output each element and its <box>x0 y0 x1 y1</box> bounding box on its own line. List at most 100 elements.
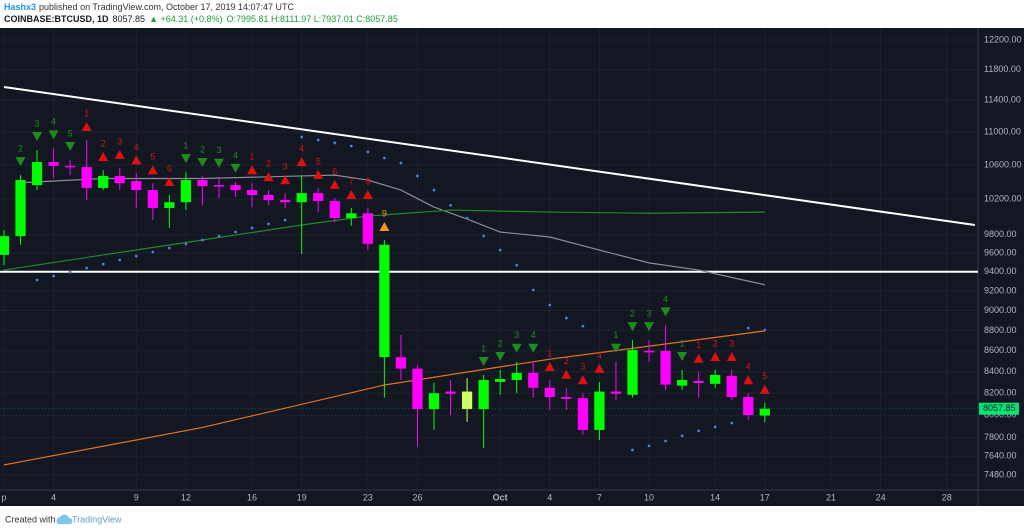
candle-body <box>147 190 158 208</box>
td-marker <box>65 142 76 152</box>
td-label: 7 <box>349 176 354 186</box>
td-label: 3 <box>647 308 652 318</box>
sar-dot <box>349 144 353 148</box>
sar-dot <box>498 248 502 252</box>
td-label: 8 <box>365 176 370 186</box>
candle-body <box>180 180 192 203</box>
sar-dot <box>465 216 469 220</box>
td-marker <box>213 158 224 168</box>
symbol: COINBASE:BTCUSD, 1D <box>4 14 109 24</box>
candle-body <box>676 379 688 386</box>
sar-dot <box>217 234 221 238</box>
candle-body <box>98 175 109 188</box>
td-marker <box>577 375 588 385</box>
candle-body <box>561 397 572 399</box>
x-tick-label: 14 <box>710 492 720 502</box>
td-label: 3 <box>729 338 734 348</box>
y-tick-label: 9600.00 <box>984 247 1017 257</box>
td-label: 9 <box>382 208 387 218</box>
y-tick-label: 10200.00 <box>984 194 1022 204</box>
td-label: 4 <box>746 362 751 372</box>
candle-body <box>445 391 456 394</box>
candle-body <box>379 244 390 358</box>
sar-dot <box>52 274 55 278</box>
td-marker <box>677 351 688 361</box>
td-marker <box>726 351 737 361</box>
x-tick-label: 16 <box>247 492 257 502</box>
y-tick-label: 11800.00 <box>984 64 1021 74</box>
y-tick-label: 7480.00 <box>984 469 1017 479</box>
td-marker <box>544 361 555 371</box>
td-marker <box>48 130 59 140</box>
x-tick-label: 24 <box>876 492 886 502</box>
td-marker <box>561 369 572 379</box>
td-label: 4 <box>233 150 238 160</box>
td-label: 2 <box>266 158 271 168</box>
x-tick-label: 28 <box>942 492 952 502</box>
td-label: 3 <box>283 161 288 171</box>
candle-body <box>759 408 770 416</box>
td-label: 1 <box>250 152 255 162</box>
td-marker <box>594 363 605 373</box>
td-label: 1 <box>481 343 486 353</box>
last-price-label: 8057.85 <box>983 403 1016 413</box>
td-marker <box>379 222 390 232</box>
candle-body <box>31 162 43 186</box>
footer-brand[interactable]: TradingView <box>72 514 122 524</box>
sar-dot <box>234 230 237 234</box>
td-label: 1 <box>84 108 89 118</box>
candle-body <box>643 350 655 353</box>
x-tick-label: 10 <box>644 492 654 502</box>
candle-body <box>577 398 588 430</box>
td-marker <box>710 351 721 361</box>
td-marker <box>511 343 522 353</box>
sar-dot <box>283 218 287 222</box>
sar-dot <box>515 263 519 267</box>
candle-body <box>346 213 357 219</box>
x-tick-label: p <box>1 492 6 502</box>
td-marker <box>296 157 307 167</box>
candle-body <box>412 368 423 410</box>
td-marker <box>81 122 92 132</box>
td-label: 4 <box>597 350 602 360</box>
td-label: 4 <box>299 143 304 153</box>
candle-body <box>48 162 59 166</box>
candle-body <box>313 193 324 201</box>
candle-body <box>511 372 522 380</box>
x-tick-label: 9 <box>134 492 139 502</box>
td-label: 4 <box>134 142 139 152</box>
candle-body <box>627 350 638 395</box>
td-label: 1 <box>547 348 552 358</box>
td-label: 5 <box>316 156 321 166</box>
sar-dot <box>399 161 403 165</box>
header-line1: Hashx3 published on TradingView.com, Octo… <box>4 2 295 12</box>
sar-dot <box>713 425 717 429</box>
td-label: 1 <box>613 330 618 340</box>
td-label: 6 <box>332 166 337 176</box>
sar-dot <box>531 288 535 292</box>
td-label: 2 <box>630 308 635 318</box>
td-marker <box>98 152 109 162</box>
td-label: 3 <box>216 145 221 155</box>
author[interactable]: Hashx3 <box>4 2 36 12</box>
sar-dot <box>680 434 684 438</box>
footer-created: Created with <box>5 514 56 524</box>
candle-body <box>544 387 555 398</box>
sar-dot <box>763 328 767 332</box>
sar-dot <box>167 246 171 250</box>
sar-dot <box>118 258 122 262</box>
published: published on TradingView.com, October 17… <box>39 2 294 12</box>
candle-body <box>131 181 142 191</box>
candle-body <box>246 190 258 196</box>
td-marker <box>114 149 125 159</box>
td-marker <box>180 154 191 164</box>
td-marker <box>147 165 158 175</box>
td-label: 3 <box>580 362 585 372</box>
sar-dot <box>548 303 552 307</box>
candle-body <box>164 202 175 208</box>
sar-dot <box>730 421 734 425</box>
sar-dot <box>416 174 419 178</box>
td-label: 4 <box>51 117 56 127</box>
candle-body <box>478 379 489 410</box>
